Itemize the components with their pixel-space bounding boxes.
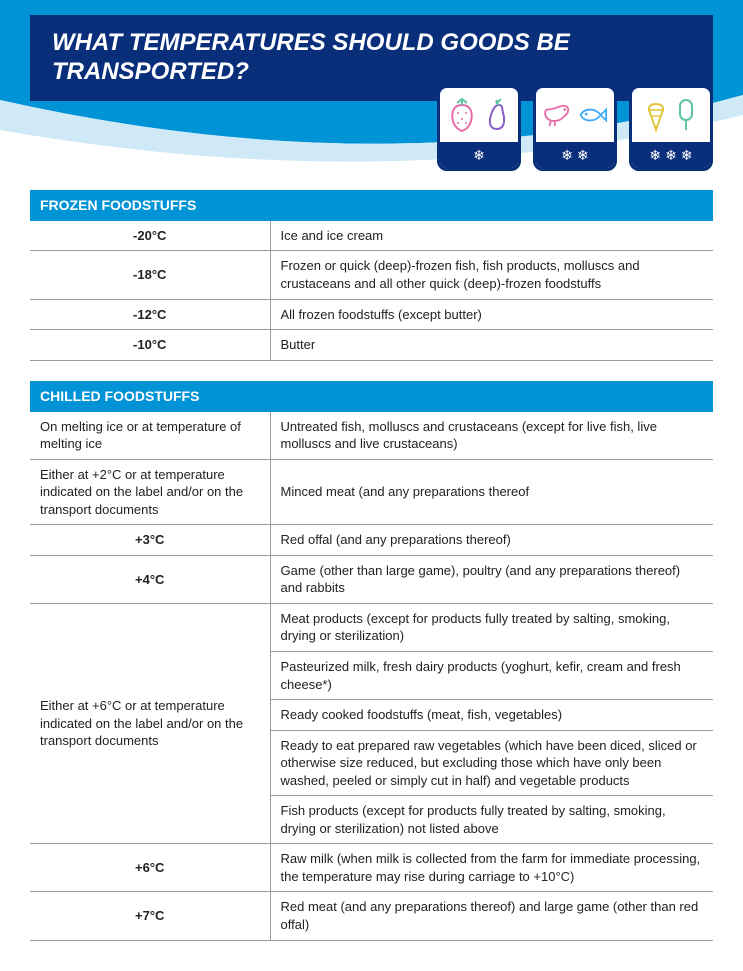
section-header: CHILLED FOODSTUFFS xyxy=(30,381,713,412)
icecream-card: ❄ ❄ ❄ xyxy=(629,85,713,171)
description-cell: Red meat (and any preparations thereof) … xyxy=(270,892,713,940)
description-cell: Untreated fish, molluscs and crustaceans… xyxy=(270,412,713,460)
description-cell: Butter xyxy=(270,330,713,361)
temperature-cell: +7°C xyxy=(30,892,270,940)
snowflake-icon: ❄ xyxy=(649,147,661,164)
description-cell: Game (other than large game), poultry (a… xyxy=(270,555,713,603)
snowflake-bar-3: ❄ ❄ ❄ xyxy=(632,142,710,168)
snowflake-bar-2: ❄ ❄ xyxy=(536,142,614,168)
description-cell: Raw milk (when milk is collected from th… xyxy=(270,844,713,892)
icon-cards-row: ❄ ❄ ❄ xyxy=(437,85,713,171)
page-title: WHAT TEMPERATURES SHOULD GOODS BE TRANSP… xyxy=(52,29,691,87)
temperature-cell: +6°C xyxy=(30,844,270,892)
fruit-veg-card: ❄ xyxy=(437,85,521,171)
icecream-icons xyxy=(632,88,710,142)
description-cell: Pasteurized milk, fresh dairy products (… xyxy=(270,651,713,699)
temperature-cell: -10°C xyxy=(30,330,270,361)
tables-container: FROZEN FOODSTUFFS-20°CIce and ice cream-… xyxy=(0,190,743,971)
description-cell: Ready to eat prepared raw vegetables (wh… xyxy=(270,730,713,796)
temperature-table: CHILLED FOODSTUFFSOn melting ice or at t… xyxy=(30,381,713,941)
temperature-cell: +4°C xyxy=(30,555,270,603)
temperature-table: FROZEN FOODSTUFFS-20°CIce and ice cream-… xyxy=(30,190,713,361)
temperature-cell: +3°C xyxy=(30,525,270,556)
table-row: Either at +2°C or at temperature indicat… xyxy=(30,459,713,525)
table-row: +3°CRed offal (and any preparations ther… xyxy=(30,525,713,556)
temperature-cell: Either at +6°C or at temperature indicat… xyxy=(30,603,270,843)
description-cell: Ice and ice cream xyxy=(270,221,713,251)
description-cell: Frozen or quick (deep)-frozen fish, fish… xyxy=(270,251,713,299)
table-row: +7°CRed meat (and any preparations there… xyxy=(30,892,713,940)
table-row: -20°CIce and ice cream xyxy=(30,221,713,251)
temperature-cell: Either at +2°C or at temperature indicat… xyxy=(30,459,270,525)
snowflake-icon: ❄ xyxy=(577,147,589,164)
snowflake-icon: ❄ xyxy=(561,147,573,164)
header: WHAT TEMPERATURES SHOULD GOODS BE TRANSP… xyxy=(0,0,743,190)
snowflake-icon: ❄ xyxy=(665,147,677,164)
description-cell: Fish products (except for products fully… xyxy=(270,796,713,844)
fruit-veg-icons xyxy=(440,88,518,142)
snowflake-icon: ❄ xyxy=(681,147,693,164)
temperature-cell: -12°C xyxy=(30,299,270,330)
seafood-icons xyxy=(536,88,614,142)
description-cell: Ready cooked foodstuffs (meat, fish, veg… xyxy=(270,700,713,731)
ice-cream-cone-icon xyxy=(643,96,669,134)
table-row: On melting ice or at temperature of melt… xyxy=(30,412,713,460)
fish-icon xyxy=(577,101,608,129)
section-header: FROZEN FOODSTUFFS xyxy=(30,190,713,221)
temperature-cell: -18°C xyxy=(30,251,270,299)
temperature-cell: On melting ice or at temperature of melt… xyxy=(30,412,270,460)
temperature-cell: -20°C xyxy=(30,221,270,251)
description-cell: All frozen foodstuffs (except butter) xyxy=(270,299,713,330)
ice-cream-bar-icon xyxy=(673,96,699,134)
table-row: +6°CRaw milk (when milk is collected fro… xyxy=(30,844,713,892)
shrimp-icon xyxy=(542,101,573,129)
description-cell: Red offal (and any preparations thereof) xyxy=(270,525,713,556)
table-row: -12°CAll frozen foodstuffs (except butte… xyxy=(30,299,713,330)
eggplant-icon xyxy=(481,97,511,133)
table-row: Either at +6°C or at temperature indicat… xyxy=(30,603,713,651)
snowflake-bar-1: ❄ xyxy=(440,142,518,168)
table-row: -10°CButter xyxy=(30,330,713,361)
description-cell: Minced meat (and any preparations thereo… xyxy=(270,459,713,525)
table-row: -18°CFrozen or quick (deep)-frozen fish,… xyxy=(30,251,713,299)
description-cell: Meat products (except for products fully… xyxy=(270,603,713,651)
table-row: +4°CGame (other than large game), poultr… xyxy=(30,555,713,603)
strawberry-icon xyxy=(447,97,477,133)
seafood-card: ❄ ❄ xyxy=(533,85,617,171)
snowflake-icon: ❄ xyxy=(473,147,485,164)
